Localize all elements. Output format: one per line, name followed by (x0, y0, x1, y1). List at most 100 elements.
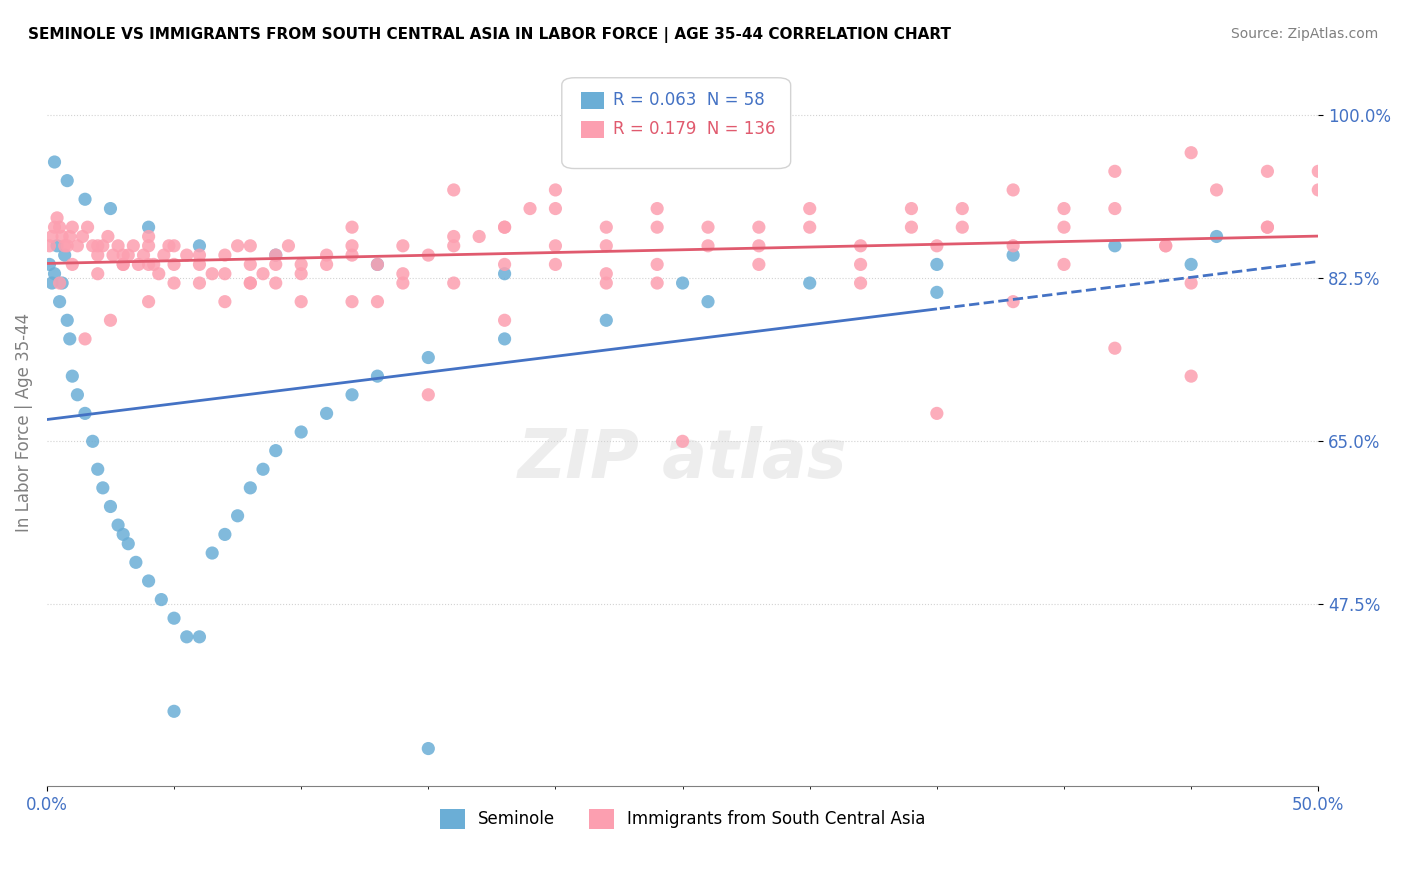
Point (87, 248, 110, 262)
Point (188, 239, 211, 253)
Point (122, 239, 145, 253)
Point (849, 276, 872, 290)
Point (1002, 183, 1025, 197)
Point (671, 276, 693, 290)
Point (748, 239, 770, 253)
Point (443, 183, 465, 197)
Point (48, 276, 70, 290)
Point (1205, 183, 1227, 197)
Point (671, 434, 693, 449)
Point (544, 202, 567, 216)
Point (595, 220, 617, 235)
Text: Source: ZipAtlas.com: Source: ZipAtlas.com (1230, 27, 1378, 41)
Point (201, 546, 224, 560)
Point (107, 518, 129, 533)
Point (72, 229, 94, 244)
Point (1308, 164, 1330, 178)
Point (595, 276, 617, 290)
Point (1256, 220, 1278, 235)
Point (925, 257, 948, 271)
Point (91, 239, 114, 253)
FancyBboxPatch shape (562, 78, 790, 169)
Point (494, 267, 516, 281)
Point (214, 527, 236, 541)
Point (252, 462, 274, 476)
Point (125, 555, 148, 569)
Point (494, 313, 516, 327)
Point (112, 257, 135, 271)
Legend: Seminole, Immigrants from South Central Asia: Seminole, Immigrants from South Central … (433, 802, 932, 836)
Point (494, 332, 516, 346)
Point (418, 741, 440, 756)
Point (188, 248, 211, 262)
Point (142, 257, 165, 271)
Point (1053, 202, 1076, 216)
Point (239, 481, 262, 495)
Point (340, 239, 363, 253)
Point (290, 294, 312, 309)
Point (925, 406, 948, 420)
Point (239, 257, 262, 271)
Point (392, 276, 415, 290)
Y-axis label: In Labor Force | Age 35-44: In Labor Force | Age 35-44 (15, 313, 32, 533)
Point (100, 500, 122, 514)
Point (849, 239, 872, 253)
Point (645, 220, 668, 235)
Point (56, 174, 79, 188)
Point (366, 294, 388, 309)
Point (1002, 239, 1025, 253)
Point (392, 239, 415, 253)
Point (41, 276, 63, 290)
Point (519, 202, 541, 216)
Point (41, 229, 63, 244)
Point (38, 257, 60, 271)
Point (163, 257, 186, 271)
Point (290, 425, 312, 439)
Point (48, 294, 70, 309)
Point (443, 239, 465, 253)
Point (226, 508, 249, 523)
Point (44, 220, 66, 235)
Point (544, 183, 567, 197)
Point (132, 248, 155, 262)
Point (46, 239, 69, 253)
Point (91, 481, 114, 495)
Point (900, 202, 922, 216)
Point (950, 202, 973, 216)
Point (1180, 369, 1202, 384)
Point (100, 313, 122, 327)
Point (117, 537, 139, 551)
Point (53, 248, 76, 262)
Point (366, 369, 388, 384)
Point (112, 527, 135, 541)
Point (239, 276, 262, 290)
Point (494, 257, 516, 271)
Point (138, 220, 160, 235)
Point (157, 239, 180, 253)
Point (277, 239, 299, 253)
Point (1154, 239, 1177, 253)
Point (51, 276, 73, 290)
Point (1104, 341, 1126, 355)
Point (925, 239, 948, 253)
Point (148, 267, 170, 281)
Point (1256, 164, 1278, 178)
Point (163, 704, 186, 718)
Point (214, 267, 236, 281)
Point (53, 239, 76, 253)
Point (849, 257, 872, 271)
Point (56, 239, 79, 253)
Point (290, 257, 312, 271)
Text: SEMINOLE VS IMMIGRANTS FROM SOUTH CENTRAL ASIA IN LABOR FORCE | AGE 35-44 CORREL: SEMINOLE VS IMMIGRANTS FROM SOUTH CENTRA… (28, 27, 950, 43)
Point (1104, 164, 1126, 178)
Point (176, 248, 198, 262)
Point (60, 369, 83, 384)
Point (264, 443, 287, 458)
Point (290, 267, 312, 281)
Point (101, 248, 124, 262)
Point (494, 220, 516, 235)
Point (900, 220, 922, 235)
Bar (581, 120, 603, 138)
Point (100, 202, 122, 216)
Point (51, 229, 73, 244)
